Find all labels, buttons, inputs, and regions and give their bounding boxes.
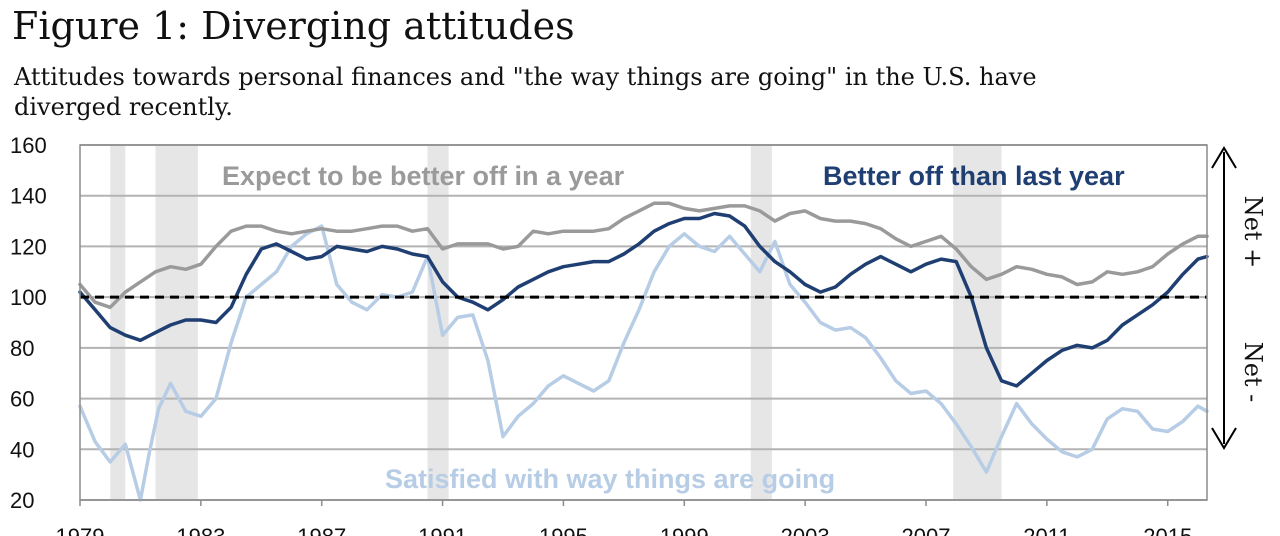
- x-tick-label-1983: 1983: [176, 524, 225, 536]
- x-tick-label-1995: 1995: [539, 524, 588, 536]
- y-axis-ticks: 20 40 60 80 100 120 140 160: [10, 133, 47, 513]
- net-indicator: Net + Net -: [1211, 146, 1267, 450]
- recession-band-3: [427, 145, 449, 500]
- x-tick-label-1991: 1991: [418, 524, 467, 536]
- net-positive-label: Net +: [1239, 196, 1267, 269]
- series-label-satisfied: Satisfied with way things are going: [385, 464, 835, 494]
- recession-bands: [110, 145, 1002, 500]
- series-labels: Expect to be better off in a year Better…: [222, 161, 1125, 494]
- plot-border: [79, 144, 1208, 501]
- x-axis-ticks: 1979 1983 1987 1991 1995 1999 2003 2007 2011 2015: [56, 500, 1192, 536]
- series-lines: [78, 201, 1209, 502]
- y-tick-label-100: 100: [10, 285, 47, 310]
- x-tick-label-2007: 2007: [902, 524, 951, 536]
- recession-band-4: [750, 145, 772, 500]
- series-label-expect: Expect to be better off in a year: [222, 161, 625, 191]
- series-line-satisfied: [78, 224, 1209, 502]
- x-tick-label-1999: 1999: [660, 524, 709, 536]
- recession-band-1: [110, 145, 126, 500]
- y-tick-label-60: 60: [10, 387, 34, 412]
- series-line-better: [78, 211, 1209, 388]
- figure-title: Figure 1: Diverging attitudes: [12, 4, 575, 48]
- y-tick-label-140: 140: [10, 184, 47, 209]
- x-tick-label-2011: 2011: [1023, 524, 1070, 536]
- net-negative-label: Net -: [1239, 342, 1267, 403]
- series-line-expect: [78, 201, 1209, 310]
- y-tick-label-20: 20: [10, 488, 34, 513]
- y-tick-label-40: 40: [10, 437, 34, 462]
- y-tick-label-80: 80: [10, 336, 34, 361]
- gridlines: [80, 144, 1207, 501]
- y-tick-label-160: 160: [10, 133, 47, 158]
- plot-frame: [79, 144, 1208, 501]
- x-tick-label-2003: 2003: [781, 524, 830, 536]
- y-tick-label-120: 120: [10, 234, 47, 259]
- net-arrow-head-down: [1211, 427, 1237, 450]
- x-tick-label-2015: 2015: [1143, 524, 1192, 536]
- x-tick-label-1987: 1987: [297, 524, 346, 536]
- net-arrow-head-up: [1211, 146, 1237, 169]
- figure-subtitle: Attitudes towards personal finances and …: [14, 63, 1037, 121]
- x-tick-label-1979: 1979: [56, 524, 105, 536]
- series-label-better: Better off than last year: [823, 161, 1125, 191]
